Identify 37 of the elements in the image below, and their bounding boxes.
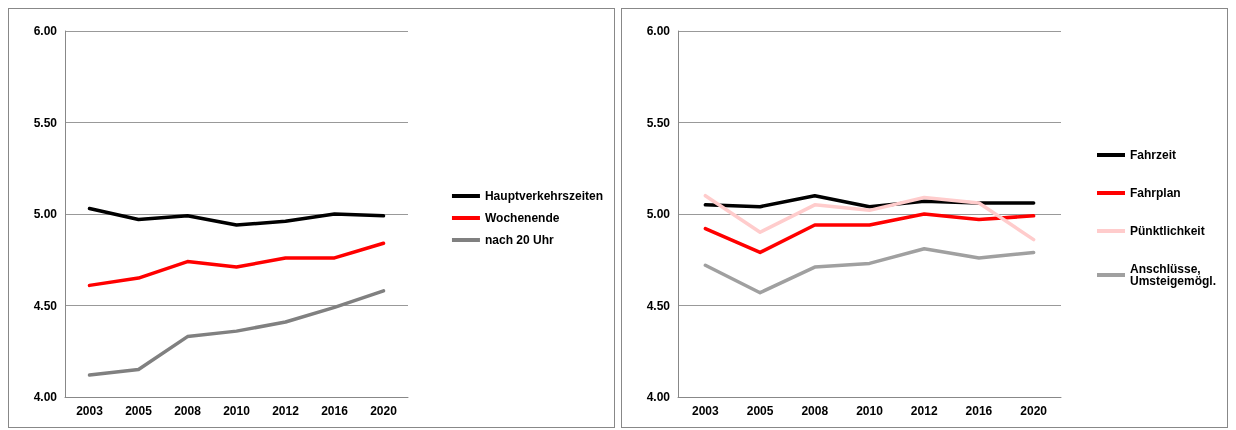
x-tick-label: 2010: [856, 404, 884, 418]
x-tick-label: 2005: [125, 404, 153, 418]
y-tick-label: 5.50: [646, 115, 671, 130]
x-tick-label: 2003: [76, 404, 104, 418]
legend-label: Fahrzeit: [1129, 148, 1176, 162]
x-tick-label: 2016: [321, 404, 349, 418]
y-tick-label: 5.50: [33, 115, 58, 130]
x-tick-label: 2020: [1020, 404, 1048, 418]
y-tick-label: 4.50: [646, 298, 671, 313]
line-series: [87, 289, 386, 377]
x-tick-label: 2005: [746, 404, 774, 418]
y-tick-label: 5.00: [646, 207, 671, 221]
line-series: [703, 193, 1036, 242]
y-tick-label: 4.00: [646, 390, 671, 404]
x-tick-label: 2010: [223, 404, 251, 418]
x-tick-label: 2003: [692, 404, 720, 418]
legend-label: Hauptverkehrszeiten: [484, 189, 603, 203]
x-tick-label: 2008: [174, 404, 202, 418]
legend-label: Pünktlichkeit: [1129, 224, 1205, 238]
legend-label: Fahrplan: [1129, 186, 1181, 200]
legend-label: Anschlüsse, Umsteigemögl.: [1129, 262, 1216, 288]
x-tick-label: 2016: [965, 404, 993, 418]
y-tick-label: 6.00: [646, 24, 671, 38]
line-series: [87, 241, 386, 288]
x-tick-label: 2012: [910, 404, 938, 418]
legend-label: Wochenende: [484, 211, 560, 225]
y-tick-label: 4.50: [33, 298, 58, 313]
legend-label: nach 20 Uhr: [484, 233, 554, 247]
line-series: [703, 247, 1036, 295]
y-tick-label: 6.00: [33, 24, 58, 38]
line-series: [703, 212, 1036, 255]
x-tick-label: 2020: [370, 404, 398, 418]
x-tick-label: 2008: [801, 404, 829, 418]
y-tick-label: 5.00: [33, 207, 58, 221]
y-tick-label: 4.00: [33, 390, 58, 404]
line-series: [87, 206, 386, 227]
x-tick-label: 2012: [272, 404, 300, 418]
